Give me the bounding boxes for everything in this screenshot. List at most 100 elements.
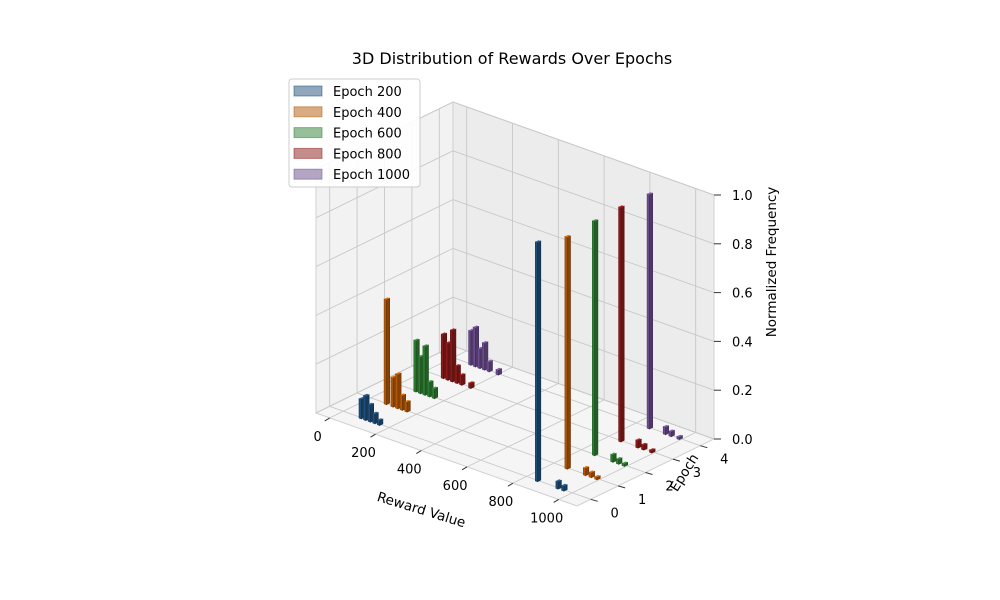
legend-label: Epoch 200 [333,85,402,100]
x-tick-mark [507,482,514,487]
x-tick-mark [324,417,330,422]
bar-front-face [668,430,672,438]
bar-front-face [616,458,620,465]
bar-side-face [434,386,439,400]
bar [468,381,475,389]
x-axis-label: Reward Value [375,489,467,531]
y-tick-label: 4 [720,453,728,468]
x-tick-label: 400 [397,463,422,478]
bar [641,442,648,451]
legend-swatch [293,168,323,180]
bar-top-face [372,411,379,415]
bar-front-face [413,339,417,393]
bar-top-face [454,364,461,367]
bar [564,234,571,470]
bar-top-face [676,434,683,438]
bar [646,192,654,430]
axes-ticks: 0 200 400 600 800 1000 0 1 2 3 4 0.0 0.2 0.4 0.6 0.8 1.0 [314,189,753,527]
bar-side-face [649,192,654,430]
bar [555,479,562,490]
bar-front-face [395,373,399,410]
bar [621,461,629,467]
bar [676,434,683,441]
bar-top-face [384,297,390,300]
bar-side-face [488,360,493,373]
bar [616,457,623,465]
bar-front-face [367,403,371,423]
bar-front-face [477,347,481,370]
bar-top-face [668,429,675,432]
bar-front-face [472,326,476,368]
grid-z-back [452,101,715,196]
bar-front-face [376,419,380,426]
y-tick-label: 0 [611,506,619,521]
bar-front-face [641,443,645,451]
bar-side-face [537,240,542,483]
bar-top-face [468,381,475,384]
bar-top-face [622,461,628,464]
bar-front-face [440,333,444,380]
y-tick-mark [617,485,626,489]
y-tick-mark [645,472,653,475]
bar [591,219,599,457]
bar-front-face [358,398,362,420]
bar [486,359,493,373]
bar [383,297,391,406]
bar-front-face [383,298,387,406]
bar-front-face [610,453,614,463]
bar-top-face [359,397,365,400]
bar-front-face [468,329,472,366]
bar-top-face [432,386,438,389]
bar-top-face [561,483,568,487]
bar-top-face [395,372,402,375]
y-tick-mark [672,458,681,462]
bar-top-face [427,380,434,383]
bar-top-face [618,205,625,208]
bar [610,452,617,463]
bar-front-face [459,374,463,386]
legend-frame [288,78,421,188]
bar-front-face [564,236,568,470]
bar [649,448,656,454]
bar [431,386,439,400]
grid-z-back [452,296,715,391]
bar [582,465,590,477]
bar-top-face [445,341,452,344]
bar-top-face [368,402,374,406]
bar-front-face [486,360,490,373]
bar-top-face [486,359,493,363]
bar-side-face [620,205,625,443]
bar-front-face [555,480,559,490]
bar-top-face [635,438,642,441]
bar [594,474,601,481]
x-tick-label: 600 [443,479,468,494]
bar-front-face [561,484,565,492]
bar-side-face [566,235,571,470]
bar-front-face [646,193,650,430]
legend-label: Epoch 600 [333,127,402,142]
legend-label: Epoch 1000 [333,168,410,183]
bar-top-face [496,367,502,371]
bar-side-face [386,297,391,406]
bar [459,373,466,386]
bar-top-face [450,328,456,331]
bar-side-face [406,400,411,413]
x-tick-mark [370,433,376,438]
bar-front-face [404,401,408,413]
chart-title: 3D Distribution of Rewards Over Epochs [352,49,672,68]
z-tick-label: 0.0 [732,433,753,448]
y-tick-label: 2 [665,480,673,495]
bar-top-face [363,393,370,397]
bar-top-face [610,452,617,455]
x-tick-mark [553,499,559,503]
bar [668,429,675,438]
grid-z-back [452,247,715,342]
bar-side-face [461,373,466,386]
bar-top-face [441,332,447,335]
bar-top-face [663,424,669,428]
bar-front-face [495,368,499,376]
bar-front-face [363,394,367,422]
bar-top-face [589,470,595,473]
grid-z-left [315,199,454,268]
